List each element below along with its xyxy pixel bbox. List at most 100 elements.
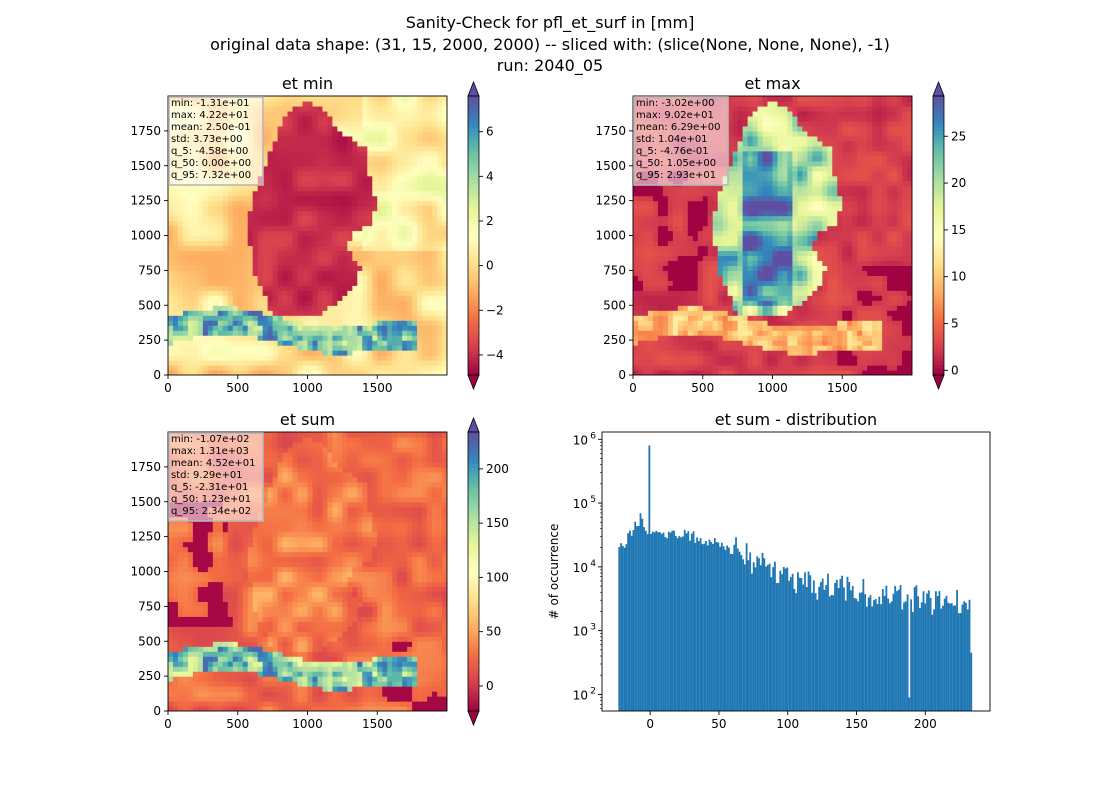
- histogram-bar: [865, 606, 868, 711]
- histogram-bars: [618, 445, 973, 711]
- histogram-bar: [956, 590, 959, 711]
- histogram-bar: [770, 577, 773, 711]
- histogram-bar: [749, 552, 752, 711]
- histogram-bar: [922, 591, 925, 711]
- histogram-bar: [846, 576, 849, 711]
- colorbar-frame: [467, 431, 480, 712]
- y-tick-label: 750: [603, 263, 626, 277]
- stats-line: min: -1.07e+02: [171, 434, 250, 445]
- histogram-bar: [673, 530, 676, 711]
- histogram-bar: [682, 536, 684, 711]
- histogram-bar: [759, 565, 762, 711]
- histogram-bar: [827, 573, 829, 711]
- histogram-bar: [823, 589, 826, 711]
- x-tick-label: 50: [711, 717, 726, 731]
- histogram-bar: [729, 553, 732, 711]
- x-tick-label: 150: [845, 717, 868, 731]
- histogram-bar: [835, 579, 838, 711]
- histogram-bar: [713, 538, 716, 711]
- y-tick-label: 250: [138, 669, 161, 683]
- histogram-bar: [959, 613, 962, 711]
- y-tick-label: 250: [138, 333, 161, 347]
- histogram-bar: [811, 592, 813, 711]
- histogram-bar: [667, 531, 670, 711]
- stats-line: q_50: 1.23e+01: [171, 494, 251, 505]
- histogram-bar: [664, 537, 667, 711]
- histogram-bar: [689, 540, 691, 711]
- x-tick-label: 0: [646, 717, 654, 731]
- histogram-bar: [892, 593, 895, 711]
- histogram-bar: [657, 532, 660, 711]
- y-tick-label: 1250: [130, 194, 161, 208]
- histogram-bar: [786, 567, 789, 711]
- histogram-bar: [731, 554, 734, 711]
- histogram-bar: [920, 602, 923, 711]
- histogram-bar: [934, 591, 937, 711]
- y-tick-label-base: 10: [573, 433, 588, 447]
- histogram-bar: [901, 609, 904, 711]
- histogram-bar: [738, 551, 741, 711]
- histogram-bar: [690, 533, 693, 711]
- y-tick-label-exponent: 4: [590, 559, 596, 569]
- x-tick-label: 1500: [827, 381, 858, 395]
- histogram-bar: [965, 602, 967, 711]
- y-axis-label: # of occurrence: [547, 524, 561, 620]
- y-tick-label-base: 10: [573, 561, 588, 575]
- histogram-bar: [966, 609, 969, 711]
- histogram-bar: [752, 562, 755, 711]
- histogram-bar: [880, 604, 882, 711]
- histogram-bar: [623, 547, 626, 711]
- histogram-bar: [924, 603, 927, 711]
- colorbar-tick-label: 150: [486, 516, 509, 530]
- histogram-bar: [777, 582, 780, 711]
- colorbar-extend-top: [467, 80, 480, 97]
- histogram-bar: [722, 546, 725, 711]
- histogram-bar: [844, 600, 847, 711]
- histogram-bar: [692, 531, 695, 711]
- histogram-bar: [952, 605, 955, 711]
- histogram-bar: [855, 598, 858, 711]
- y-tick-label-base: 10: [573, 625, 588, 639]
- histogram-bar: [873, 600, 875, 711]
- histogram-bar: [904, 601, 907, 711]
- histogram-bar: [650, 533, 653, 711]
- histogram-bar: [653, 532, 656, 711]
- stats-line: q_50: 0.00e+00: [171, 158, 251, 169]
- histogram-bar: [957, 613, 960, 711]
- histogram-bar: [947, 602, 950, 711]
- histogram-bar: [828, 596, 831, 711]
- colorbar: −4 −2 0 2 4 6: [467, 80, 504, 391]
- histogram-bar: [763, 558, 766, 711]
- colorbar-tick-label: −4: [486, 348, 504, 362]
- colorbar-tick-label: 50: [486, 625, 501, 639]
- histogram-bar: [706, 545, 709, 711]
- y-tick-label: 750: [138, 599, 161, 613]
- histogram-bar: [655, 530, 658, 711]
- histogram-bar: [938, 591, 941, 711]
- histogram-bar: [747, 560, 750, 711]
- colorbar-tick-label: 200: [486, 462, 509, 476]
- histogram-bar: [890, 601, 893, 711]
- histogram-bar: [694, 542, 697, 711]
- histogram-bar: [881, 589, 884, 711]
- histogram-bar: [802, 584, 805, 711]
- histogram-bar: [832, 595, 835, 711]
- y-tick-label: 1750: [130, 124, 161, 138]
- histogram-bar: [915, 585, 918, 711]
- histogram-bar: [834, 583, 836, 711]
- histogram-bar: [883, 595, 886, 711]
- y-tick-label: 1500: [130, 495, 161, 509]
- histogram-bar: [888, 603, 891, 711]
- histogram-bar: [646, 534, 649, 711]
- histogram-bar: [627, 533, 630, 711]
- histogram-bar: [814, 593, 817, 711]
- histogram-bar: [715, 541, 718, 711]
- figure-title-line-1: Sanity-Check for pfl_et_surf in [mm]: [405, 13, 695, 32]
- histogram-bar: [867, 597, 870, 711]
- histogram-bar: [940, 608, 943, 711]
- stats-line: std: 9.29e+01: [171, 470, 243, 481]
- histogram-bar: [913, 587, 916, 711]
- histogram-bar: [768, 563, 771, 711]
- y-tick-label: 1250: [130, 530, 161, 544]
